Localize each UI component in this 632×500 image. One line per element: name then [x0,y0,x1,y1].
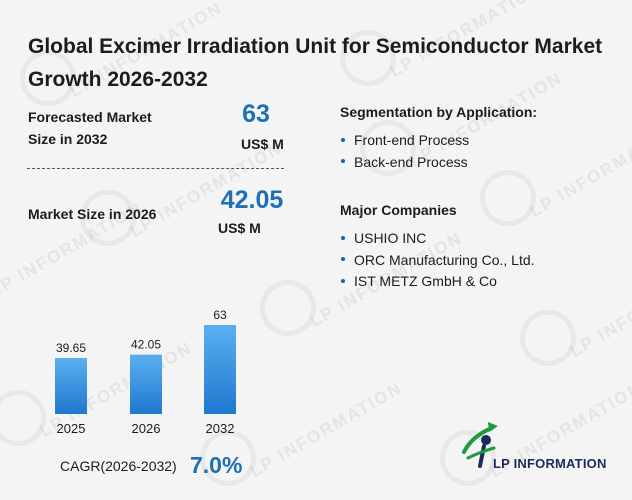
companies-list: USHIO INC ORC Manufacturing Co., Ltd. IS… [340,228,535,293]
current-value: 42.05 [220,186,284,214]
list-item: Back-end Process [340,152,469,174]
watermark-logo-icon [360,120,416,176]
bar-value-label: 39.65 [56,341,86,355]
cagr-value: 7.0% [190,452,243,478]
watermark-logo-icon [20,50,76,106]
watermark-logo-icon [440,430,496,486]
bar-2032 [204,325,236,414]
brand-name: LP INFORMATION [493,456,607,471]
forecast-value: 63 [242,100,270,128]
bar-2025 [55,357,87,414]
watermark-logo-icon [480,170,536,226]
bullet-icon [341,235,345,240]
x-tick-label: 2026 [132,421,161,436]
bullet-icon [341,257,345,262]
watermark-logo-icon [260,280,316,336]
list-item: USHIO INC [340,228,535,250]
segmentation-heading: Segmentation by Application: [340,104,538,120]
list-item-label: IST METZ GmbH & Co [354,273,497,289]
cagr-label: CAGR(2026-2032) [60,458,177,474]
current-unit: US$ M [218,220,261,236]
watermark-logo-icon [200,430,256,486]
forecast-unit: US$ M [241,136,284,152]
list-item-label: Front-end Process [354,132,470,148]
bar-value-label: 42.05 [131,338,161,352]
divider [27,168,284,169]
list-item-label: USHIO INC [354,230,427,246]
bullet-icon [341,278,345,283]
watermark-logo-icon [340,30,396,86]
watermark-logo-icon [520,310,576,366]
current-label: Market Size in 2026 [28,206,157,222]
list-item: ORC Manufacturing Co., Ltd. [340,250,535,272]
list-item: Front-end Process [340,130,469,152]
list-item-label: Back-end Process [354,153,468,170]
bullet-icon [341,137,345,142]
bullet-icon [341,159,345,164]
x-tick-label: 2032 [206,421,235,436]
segmentation-list: Front-end Process Back-end Process [340,130,469,173]
watermark-logo-icon [80,190,136,246]
forecast-label: Forecasted Market Size in 2032 [28,109,152,147]
list-item: IST METZ GmbH & Co [340,271,535,293]
watermark-logo-icon [0,390,46,446]
lp-information-logo-icon [462,422,498,468]
x-tick-label: 2025 [57,421,86,436]
companies-heading: Major Companies [340,202,457,218]
bar-2026 [130,354,162,414]
bar-value-label: 63 [213,308,227,322]
list-item-label: ORC Manufacturing Co., Ltd. [354,251,535,268]
page-title: Global Excimer Irradiation Unit for Semi… [28,35,603,91]
